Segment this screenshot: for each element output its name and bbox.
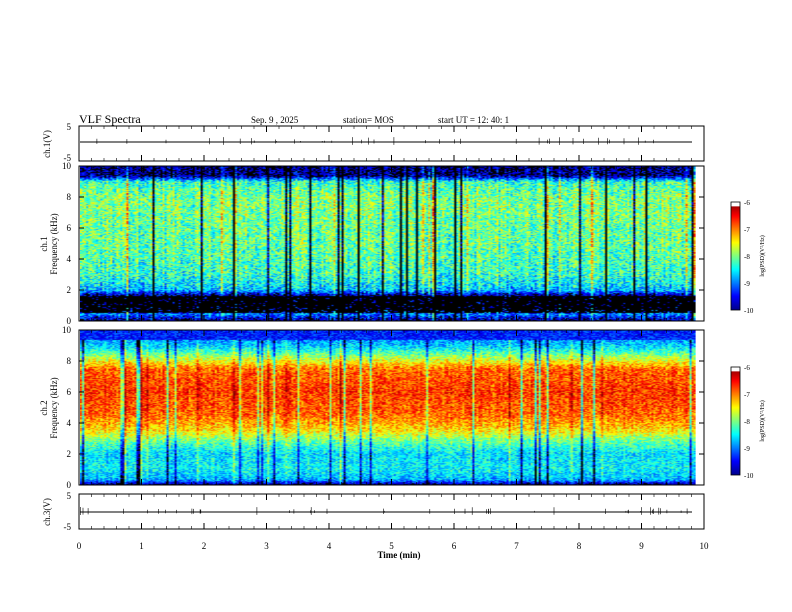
ch1-colorbar: -6 -7 -8 -9 -10 log(PSD)(V²/Hz) <box>730 199 766 315</box>
cb2-label: log(PSD)(V²/Hz) <box>759 400 766 441</box>
ch1-spec-label-2: Frequency (kHz) <box>49 213 59 274</box>
ch2-spectrogram-image <box>80 330 696 485</box>
ch2-ytick-label: 10 <box>62 325 72 335</box>
cb2-tick-4: -10 <box>744 472 754 480</box>
ch2-spectrogram-panel: 0 2 4 6 8 10 ch.2 Frequency (kHz) <box>39 325 705 490</box>
cb1-tick-4: -10 <box>744 307 754 315</box>
ch3-ylabel: ch.3(V) <box>42 498 52 526</box>
x-tick-label: 4 <box>327 541 332 551</box>
x-tick-label: 7 <box>514 541 519 551</box>
x-tick-label: 3 <box>264 541 269 551</box>
ch2-ytick-label: 0 <box>67 480 72 490</box>
date-label: Sep. 9 , 2025 <box>251 115 299 125</box>
cb1-tick-1: -7 <box>744 226 750 234</box>
cb2-tick-3: -9 <box>744 445 750 453</box>
x-tick-label: 9 <box>639 541 644 551</box>
ch1-colorbar-image <box>731 202 740 310</box>
ch1-ytick-label: 10 <box>62 161 72 171</box>
ch2-ytick-label: 8 <box>67 356 72 366</box>
chart-title: VLF Spectra <box>79 112 141 126</box>
ch2-ytick-label: 2 <box>67 449 72 459</box>
cb1-tick-0: -6 <box>744 199 750 207</box>
cb1-label: log(PSD)(V²/Hz) <box>759 235 766 276</box>
ch2-ytick-label: 6 <box>67 387 72 397</box>
ch1-spectrogram-image <box>80 166 696 321</box>
start-ut-label: start UT = 12: 40: 1 <box>438 115 509 125</box>
x-tick-label: 2 <box>202 541 207 551</box>
x-tick-label: 5 <box>389 541 394 551</box>
x-tick-label: 6 <box>452 541 457 551</box>
x-tick-label: 0 <box>77 541 82 551</box>
ch1-spectrogram-panel: 0 2 4 6 8 10 ch.1 Frequency (kHz) <box>39 161 705 326</box>
ch2-ytick-label: 4 <box>67 418 72 428</box>
ch3-ytick-bottom: -5 <box>64 522 72 532</box>
ch2-spec-label-2: Frequency (kHz) <box>49 377 59 438</box>
cb1-tick-3: -9 <box>744 280 750 288</box>
cb1-tick-2: -8 <box>744 253 750 261</box>
ch1-spec-label-1: ch.1 <box>39 236 49 251</box>
ch1-ylabel: ch.1(V) <box>42 130 52 158</box>
x-tick-label: 10 <box>700 541 710 551</box>
ch2-colorbar-image <box>731 367 740 475</box>
x-axis-label: Time (min) <box>377 550 420 560</box>
ch1-ytick-label: 4 <box>67 254 72 264</box>
ch3-ytick-top: 5 <box>67 491 72 501</box>
x-tick-label: 1 <box>139 541 144 551</box>
cb2-tick-0: -6 <box>744 364 750 372</box>
x-tick-label: 8 <box>577 541 582 551</box>
ch1-ytick-label: 2 <box>67 285 72 295</box>
cb2-tick-1: -7 <box>744 391 750 399</box>
ch2-colorbar-frame <box>730 366 741 476</box>
cb2-tick-2: -8 <box>744 418 750 426</box>
ch2-spec-label-1: ch.2 <box>39 400 49 415</box>
ch1-ytick-bottom: -5 <box>64 153 72 163</box>
station-label: station= MOS <box>343 115 394 125</box>
ch1-colorbar-frame <box>730 201 741 311</box>
ch1-ytick-label: 0 <box>67 316 72 326</box>
ch2-colorbar: -6 -7 -8 -9 -10 log(PSD)(V²/Hz) <box>730 364 766 480</box>
ch1-ytick-label: 6 <box>67 223 72 233</box>
ch1-ytick-label: 8 <box>67 192 72 202</box>
ch1-ytick-top: 5 <box>67 122 72 132</box>
